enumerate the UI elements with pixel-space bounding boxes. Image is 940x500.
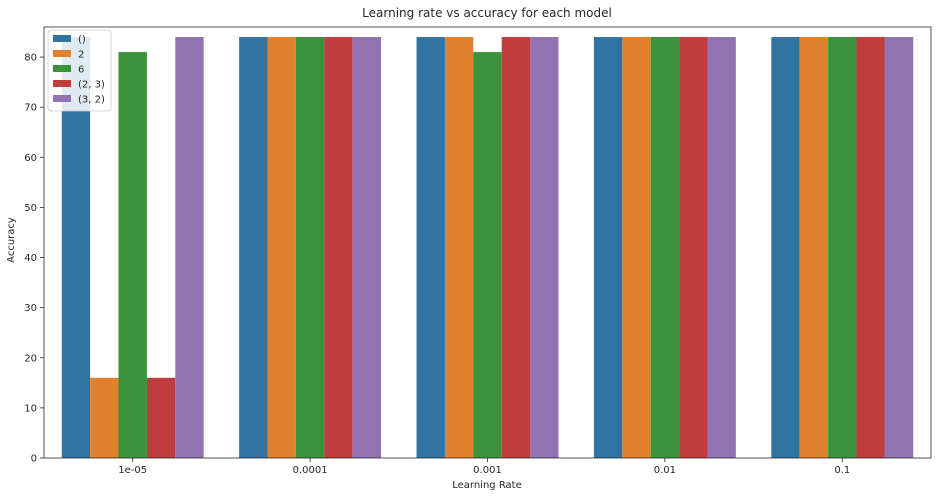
bar bbox=[239, 37, 268, 459]
x-tick-label: 0.01 bbox=[654, 465, 676, 476]
bar bbox=[622, 37, 651, 459]
bar bbox=[501, 37, 531, 459]
bar bbox=[90, 377, 119, 458]
legend-entry-label: 2 bbox=[78, 50, 84, 61]
bar bbox=[884, 37, 914, 459]
chart-title: Learning rate vs accuracy for each model bbox=[362, 6, 612, 20]
bar bbox=[593, 37, 623, 459]
bar bbox=[771, 37, 800, 459]
bar bbox=[444, 37, 474, 459]
legend-swatch bbox=[53, 35, 71, 42]
legend-swatch bbox=[53, 80, 71, 87]
bar bbox=[650, 37, 680, 459]
y-tick-label: 80 bbox=[24, 53, 37, 64]
bar bbox=[828, 37, 857, 459]
bar bbox=[295, 37, 325, 459]
bar bbox=[118, 52, 147, 459]
axes-layer: 0 10 20 30 40 50 60 70 80 1e-05 0.0001 0.001 0.01 0.1 bbox=[24, 26, 932, 476]
legend-swatch bbox=[53, 65, 71, 72]
x-tick-label: 0.1 bbox=[834, 465, 850, 476]
bar bbox=[679, 37, 708, 459]
legend: () 2 6 (2, 3) (3, 2) bbox=[47, 29, 112, 112]
y-tick-label: 10 bbox=[24, 403, 37, 414]
bar bbox=[799, 37, 829, 459]
legend-entry-label: 6 bbox=[78, 65, 84, 76]
bar bbox=[352, 37, 382, 459]
bar bbox=[175, 37, 204, 459]
bars-layer bbox=[61, 37, 914, 459]
legend-entry-label: () bbox=[78, 35, 86, 46]
y-tick-label: 30 bbox=[24, 303, 37, 314]
legend-entry-label: (2, 3) bbox=[78, 80, 105, 91]
x-tick-label: 1e-05 bbox=[118, 465, 147, 476]
bar bbox=[416, 37, 445, 459]
legend-entry-label: (3, 2) bbox=[78, 95, 105, 106]
y-tick-label: 50 bbox=[24, 203, 37, 214]
bar bbox=[473, 52, 502, 459]
x-tick-label: 0.001 bbox=[473, 465, 502, 476]
bar bbox=[707, 37, 736, 459]
bar bbox=[267, 37, 296, 459]
y-tick-label: 40 bbox=[24, 253, 37, 264]
y-tick-label: 70 bbox=[24, 103, 37, 114]
x-axis-label: Learning Rate bbox=[452, 480, 522, 491]
x-tick-label: 0.0001 bbox=[293, 465, 328, 476]
y-tick-label: 60 bbox=[24, 153, 37, 164]
bar bbox=[856, 37, 885, 459]
bar bbox=[530, 37, 559, 459]
y-axis-label: Accuracy bbox=[6, 217, 17, 263]
y-tick-label: 20 bbox=[24, 353, 37, 364]
bar bbox=[324, 37, 353, 459]
y-tick-label: 0 bbox=[31, 454, 37, 465]
legend-swatch bbox=[53, 95, 71, 102]
bar bbox=[146, 377, 176, 458]
legend-swatch bbox=[53, 50, 71, 57]
